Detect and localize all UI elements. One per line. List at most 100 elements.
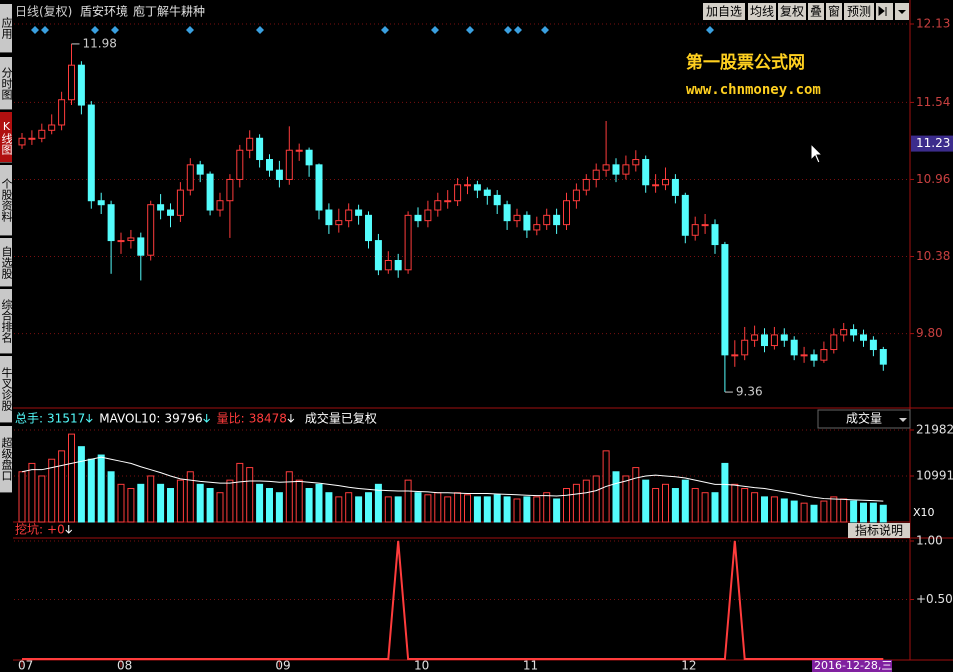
candle-body	[365, 214, 372, 242]
volume-bar	[632, 467, 640, 523]
toolbar-button[interactable]	[778, 3, 806, 20]
volume-bar	[226, 479, 234, 523]
candle-body	[107, 204, 115, 242]
volume-bar	[612, 471, 620, 523]
candle-body	[444, 200, 452, 203]
volume-bar	[810, 504, 818, 523]
volume-bar	[365, 492, 372, 523]
volume-bar	[137, 483, 145, 523]
volume-bar	[741, 488, 749, 523]
candle-body	[860, 334, 867, 341]
candle-body	[374, 240, 382, 271]
volume-bar	[325, 492, 333, 523]
sidebar-tab[interactable]: K线图	[0, 112, 12, 163]
y-tick-label: 10.38	[916, 249, 950, 263]
volume-legend: 成交量已复权	[305, 411, 377, 426]
volume-bar	[543, 492, 551, 523]
candle-body	[117, 240, 125, 243]
help-button-bg[interactable]	[848, 523, 910, 538]
volume-bar	[295, 479, 303, 523]
volume-bar	[196, 483, 204, 523]
candle-body	[493, 194, 501, 206]
toolbar-button[interactable]	[703, 3, 745, 20]
volume-legend: MAVOL10:	[99, 412, 160, 426]
volume-bar	[671, 488, 679, 523]
y-tick-label: 11.54	[916, 95, 950, 109]
toolbar-button[interactable]	[808, 3, 824, 20]
volume-bar	[107, 471, 115, 523]
toolbar-label: 均线	[750, 5, 774, 19]
volume-bar	[483, 496, 491, 523]
watermark-title: 第一股票公式网	[686, 52, 805, 73]
sidebar-tab[interactable]: 自选股	[0, 238, 12, 287]
volume-bar	[266, 488, 273, 523]
legend-arrow	[65, 525, 73, 534]
candle-body	[48, 124, 56, 131]
y-tick-label: 9.80	[916, 326, 943, 340]
volume-bar	[355, 496, 363, 523]
candle-body	[553, 214, 561, 226]
toolbar-button[interactable]	[826, 3, 842, 20]
candle-body	[879, 349, 887, 365]
candle-body	[305, 149, 313, 166]
sidebar-tab[interactable]: 综合排名	[0, 289, 12, 354]
indicator-name: 庖丁解牛耕种	[133, 4, 205, 19]
volume-bar	[404, 479, 412, 523]
toolbar-label: 叠	[810, 5, 822, 19]
volume-bar	[127, 488, 135, 523]
panel-borders	[13, 0, 953, 661]
sidebar-tab[interactable]: 应用	[0, 4, 12, 53]
sidebar-tab[interactable]: 个股资料	[0, 165, 12, 236]
candle-body	[513, 214, 521, 222]
candle-body	[345, 209, 353, 222]
volume-bar	[97, 454, 105, 523]
volume-bar	[592, 475, 600, 523]
volume-bar	[553, 498, 561, 523]
toolbar-label: 窗	[828, 5, 840, 19]
candle-body	[285, 149, 293, 180]
toolbar-button[interactable]	[844, 3, 874, 20]
candle-body	[315, 164, 323, 211]
volume-bar	[790, 500, 798, 523]
candle-body	[325, 209, 333, 226]
sidebar-tab[interactable]: 牛叉诊股	[0, 356, 12, 423]
toolbar-label: 预测	[847, 5, 871, 19]
unit-label: X10	[913, 506, 935, 519]
candle-body	[246, 137, 254, 151]
volume-bar	[87, 458, 95, 523]
volume-bar	[256, 483, 264, 523]
volume-bar	[563, 488, 570, 523]
legend-arrow	[203, 414, 211, 423]
volume-bar	[850, 500, 858, 523]
date-box	[812, 660, 892, 672]
volume-bar	[513, 498, 521, 523]
volume-bar	[840, 498, 848, 523]
sidebar-tab[interactable]: 超级盘口	[0, 426, 12, 493]
volume-bar	[721, 462, 729, 523]
candle-body	[840, 329, 848, 336]
toolbar-button[interactable]	[748, 3, 776, 20]
candle-body	[671, 178, 679, 196]
volume-bar	[681, 479, 689, 523]
volume-bar	[860, 502, 867, 523]
volume-bar	[582, 479, 590, 523]
period: 日线(复权)	[15, 5, 72, 19]
candle-body	[711, 224, 719, 246]
toolbar-button[interactable]	[876, 3, 893, 20]
volume-bar	[216, 492, 224, 523]
max-label: 11.98	[83, 36, 117, 50]
candle-body	[473, 184, 481, 191]
sidebar-tab[interactable]: 分时图	[0, 57, 12, 110]
candle-body	[622, 164, 630, 175]
volume-bar	[642, 479, 650, 523]
volume-bar	[879, 504, 887, 523]
selector-box[interactable]	[817, 409, 911, 429]
candle-body	[652, 184, 660, 187]
mouse-cursor	[810, 142, 824, 164]
y-tick-label: 21982	[916, 423, 953, 437]
volume-bar	[454, 492, 462, 523]
volume-bar	[275, 492, 283, 523]
toolbar-icon	[878, 5, 887, 17]
help-button-label: 指标说明	[855, 523, 903, 538]
watermark-url: www.chnmoney.com	[686, 82, 821, 98]
